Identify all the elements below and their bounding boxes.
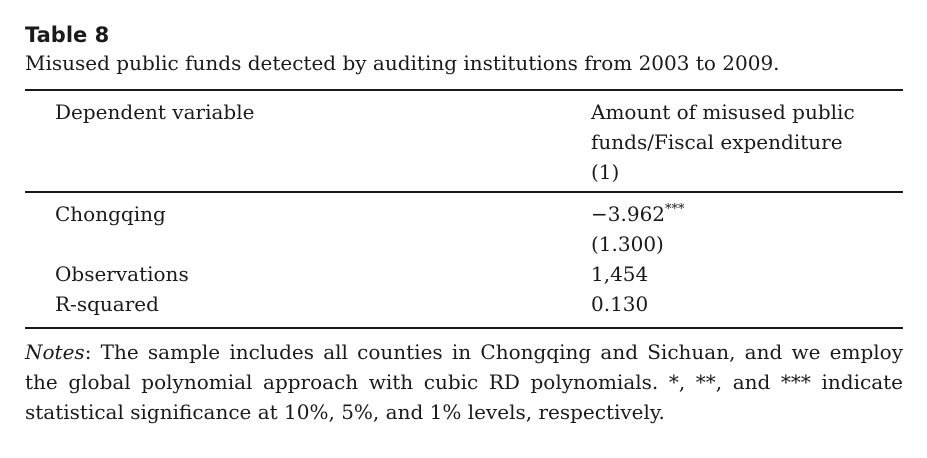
significance-stars: *** [665,202,685,217]
table-container: Table 8 Misused public funds detected by… [25,22,903,427]
mid-rule [25,191,903,193]
table-header: Dependent variable Amount of misused pub… [25,91,903,191]
header-row-2: funds/Fiscal expenditure [25,127,903,157]
header-column-title-line2: funds/Fiscal expenditure [591,130,843,154]
table-row: Chongqing −3.962*** [25,199,903,229]
top-rule [25,89,903,91]
table-row: Observations 1,454 [25,259,903,289]
observations-value: 1,454 [591,262,649,286]
row-label-empty [25,229,591,259]
table-label: Table 8 [25,23,110,47]
header-row-3: (1) [25,157,903,187]
header-row: Dependent variable Amount of misused pub… [25,97,903,127]
header-column-number: (1) [591,160,620,184]
notes-text: : The sample includes all counties in Ch… [25,340,903,424]
table-row: R-squared 0.130 [25,289,903,319]
coef-value: −3.962 [591,202,666,226]
coef-cell: −3.962*** [591,199,903,229]
standard-error: (1.300) [591,232,664,256]
row-label-r-squared: R-squared [55,292,159,316]
r-squared-value: 0.130 [591,292,649,316]
bottom-rule [25,327,903,329]
header-empty-cell [25,157,591,187]
notes-label: Notes [25,340,85,364]
header-empty-cell [25,127,591,157]
table-caption: Misused public funds detected by auditin… [25,51,780,75]
table-notes: Notes: The sample includes all counties … [25,337,903,427]
table-body: Chongqing −3.962*** (1.300) Observations… [25,193,903,327]
table-row: (1.300) [25,229,903,259]
header-column-title-line1: Amount of misused public [591,100,855,124]
header-dependent-variable: Dependent variable [55,100,255,124]
row-label-chongqing: Chongqing [55,202,166,226]
row-label-observations: Observations [55,262,189,286]
